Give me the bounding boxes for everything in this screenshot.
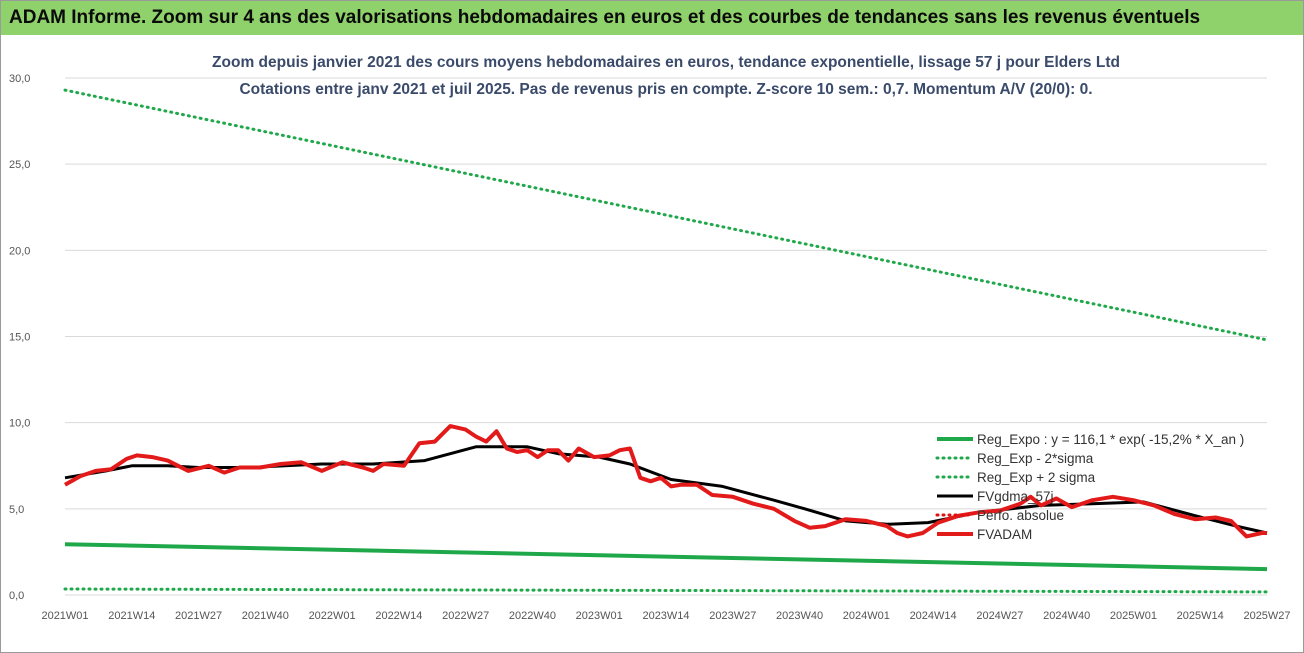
x-tick-label: 2021W01 xyxy=(41,610,88,622)
legend-label: Perfo. absolue xyxy=(977,508,1064,523)
legend-label: Reg_Expo : y = 116,1 * exp( -15,2% * X_a… xyxy=(977,432,1244,447)
x-tick-label: 2022W14 xyxy=(375,610,422,622)
x-tick-label: 2021W14 xyxy=(108,610,155,622)
series-line xyxy=(64,424,1267,539)
x-tick-label: 2024W40 xyxy=(1043,610,1090,622)
y-axis-ticks: 0,0 5,0 10,0 15,0 20,0 25,0 30,0 xyxy=(9,73,30,602)
x-tick-label: 2023W01 xyxy=(576,610,623,622)
chart-title-line1: Zoom depuis janvier 2021 des cours moyen… xyxy=(212,54,1120,71)
x-tick-label: 2024W01 xyxy=(843,610,890,622)
y-tick-label: 15,0 xyxy=(9,332,30,344)
series-line xyxy=(63,587,1269,594)
legend-label: Reg_Exp - 2*sigma xyxy=(977,451,1094,466)
y-tick-label: 0,0 xyxy=(9,590,24,602)
legend-label: FVgdma_57j xyxy=(977,489,1054,504)
x-tick-label: 2025W01 xyxy=(1110,610,1157,622)
x-tick-label: 2025W27 xyxy=(1243,610,1290,622)
legend: Reg_Expo : y = 116,1 * exp( -15,2% * X_a… xyxy=(935,432,1244,542)
legend-label: FVADAM xyxy=(977,527,1032,542)
x-axis-ticks: 2021W01 2021W14 2021W27 2021W40 2022W01 2022W… xyxy=(41,610,1290,622)
y-tick-label: 10,0 xyxy=(9,418,30,430)
gridlines xyxy=(65,77,1267,596)
y-tick-label: 5,0 xyxy=(9,504,24,516)
series-line xyxy=(63,88,1269,342)
x-tick-label: 2024W27 xyxy=(976,610,1023,622)
series-lines xyxy=(63,88,1269,594)
y-tick-label: 30,0 xyxy=(9,73,30,85)
y-tick-label: 25,0 xyxy=(9,159,30,171)
x-tick-label: 2022W01 xyxy=(309,610,356,622)
x-tick-label: 2025W14 xyxy=(1177,610,1224,622)
x-tick-label: 2023W27 xyxy=(709,610,756,622)
series-line xyxy=(64,542,1268,572)
x-tick-label: 2023W40 xyxy=(776,610,823,622)
report-title: ADAM Informe. Zoom sur 4 ans des valoris… xyxy=(9,7,1201,28)
x-tick-label: 2024W14 xyxy=(910,610,957,622)
chart-title: Zoom depuis janvier 2021 des cours moyen… xyxy=(91,49,1241,103)
report-banner: ADAM Informe. Zoom sur 4 ans des valoris… xyxy=(1,1,1303,35)
x-tick-label: 2022W40 xyxy=(509,610,556,622)
x-tick-label: 2021W40 xyxy=(242,610,289,622)
y-tick-label: 20,0 xyxy=(9,245,30,257)
chart-title-line2: Cotations entre janv 2021 et juil 2025. … xyxy=(239,81,1093,98)
x-tick-label: 2021W27 xyxy=(175,610,222,622)
x-tick-label: 2022W27 xyxy=(442,610,489,622)
legend-label: Reg_Exp + 2 sigma xyxy=(977,470,1096,485)
x-tick-label: 2023W14 xyxy=(642,610,689,622)
